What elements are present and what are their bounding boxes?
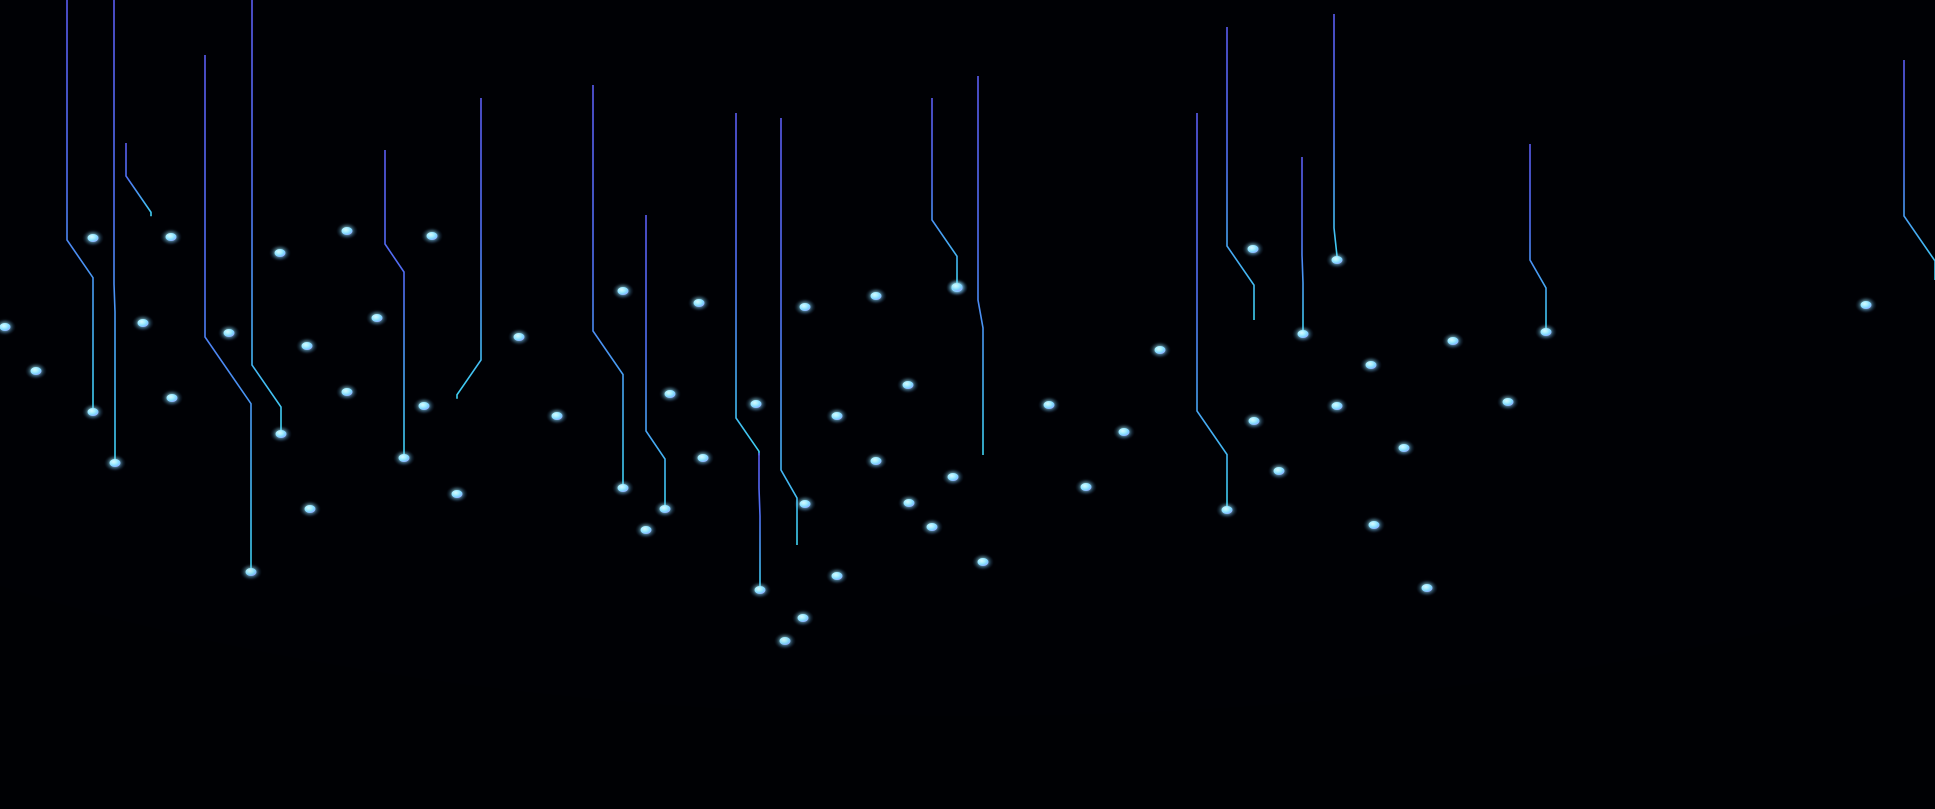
node-dot xyxy=(451,490,463,498)
node-dot xyxy=(659,505,671,513)
circuit-trace xyxy=(456,98,482,399)
node-dot xyxy=(1331,256,1343,264)
circuit-trace xyxy=(645,215,666,509)
circuit-trace xyxy=(1903,60,1935,280)
circuit-trace xyxy=(1301,157,1304,334)
node-dot xyxy=(977,558,989,566)
node-dot xyxy=(1247,245,1259,253)
circuit-trace xyxy=(1196,113,1228,510)
node-dot xyxy=(1043,401,1055,409)
circuit-trace xyxy=(113,0,116,463)
node-dot xyxy=(1080,483,1092,491)
node-dot xyxy=(797,614,809,622)
circuit-trace xyxy=(1333,14,1338,260)
node-dot xyxy=(418,402,430,410)
node-dot xyxy=(275,430,287,438)
circuit-trace xyxy=(1529,144,1547,330)
node-dot xyxy=(1154,346,1166,354)
node-dot xyxy=(1502,398,1514,406)
node-dot xyxy=(341,388,353,396)
node-dot xyxy=(1331,402,1343,410)
node-dot xyxy=(754,586,766,594)
node-dot xyxy=(831,412,843,420)
node-dot xyxy=(926,523,938,531)
node-dot xyxy=(398,454,410,462)
node-dot xyxy=(947,473,959,481)
node-dot xyxy=(371,314,383,322)
node-dot xyxy=(664,390,676,398)
circuit-trace xyxy=(204,55,252,572)
node-dot xyxy=(1273,467,1285,475)
node-dot xyxy=(1860,301,1872,309)
node-dot xyxy=(513,333,525,341)
node-dot xyxy=(951,283,963,291)
node-dot xyxy=(831,572,843,580)
node-dot xyxy=(166,394,178,402)
circuit-trace xyxy=(251,0,282,434)
node-dot xyxy=(1368,521,1380,529)
node-dot xyxy=(1221,506,1233,514)
node-dot xyxy=(697,454,709,462)
node-dot xyxy=(617,484,629,492)
circuit-trace xyxy=(780,118,798,545)
node-dot xyxy=(87,234,99,242)
node-dot xyxy=(304,505,316,513)
node-dot xyxy=(301,342,313,350)
node-dot xyxy=(109,459,121,467)
node-dot xyxy=(1398,444,1410,452)
node-dot xyxy=(426,232,438,240)
node-dot xyxy=(870,292,882,300)
node-dot xyxy=(1447,337,1459,345)
circuit-trace xyxy=(66,0,94,412)
circuit-trace xyxy=(931,98,958,288)
node-dot xyxy=(903,499,915,507)
node-dot-layer xyxy=(0,223,1877,649)
node-dot xyxy=(799,303,811,311)
node-dot xyxy=(779,637,791,645)
node-dot xyxy=(223,329,235,337)
node-dot xyxy=(1248,417,1260,425)
node-dot xyxy=(274,249,286,257)
node-dot xyxy=(1118,428,1130,436)
node-dot xyxy=(640,526,652,534)
node-dot xyxy=(1540,328,1552,336)
node-dot xyxy=(30,367,42,375)
circuit-trace xyxy=(977,76,984,455)
node-dot xyxy=(1421,584,1433,592)
node-dot xyxy=(870,457,882,465)
node-dot xyxy=(165,233,177,241)
circuit-trace xyxy=(758,453,761,590)
node-dot xyxy=(245,568,257,576)
node-dot xyxy=(617,287,629,295)
node-dot xyxy=(750,400,762,408)
node-dot xyxy=(902,381,914,389)
circuit-trace xyxy=(1226,27,1255,320)
node-dot xyxy=(137,319,149,327)
node-dot xyxy=(799,500,811,508)
node-dot xyxy=(341,227,353,235)
circuit-trace xyxy=(125,143,152,217)
trace-layer xyxy=(4,0,1935,809)
node-dot xyxy=(0,323,11,331)
node-dot xyxy=(693,299,705,307)
node-dot xyxy=(1365,361,1377,369)
node-dot xyxy=(1297,330,1309,338)
node-dot xyxy=(87,408,99,416)
node-dot xyxy=(551,412,563,420)
